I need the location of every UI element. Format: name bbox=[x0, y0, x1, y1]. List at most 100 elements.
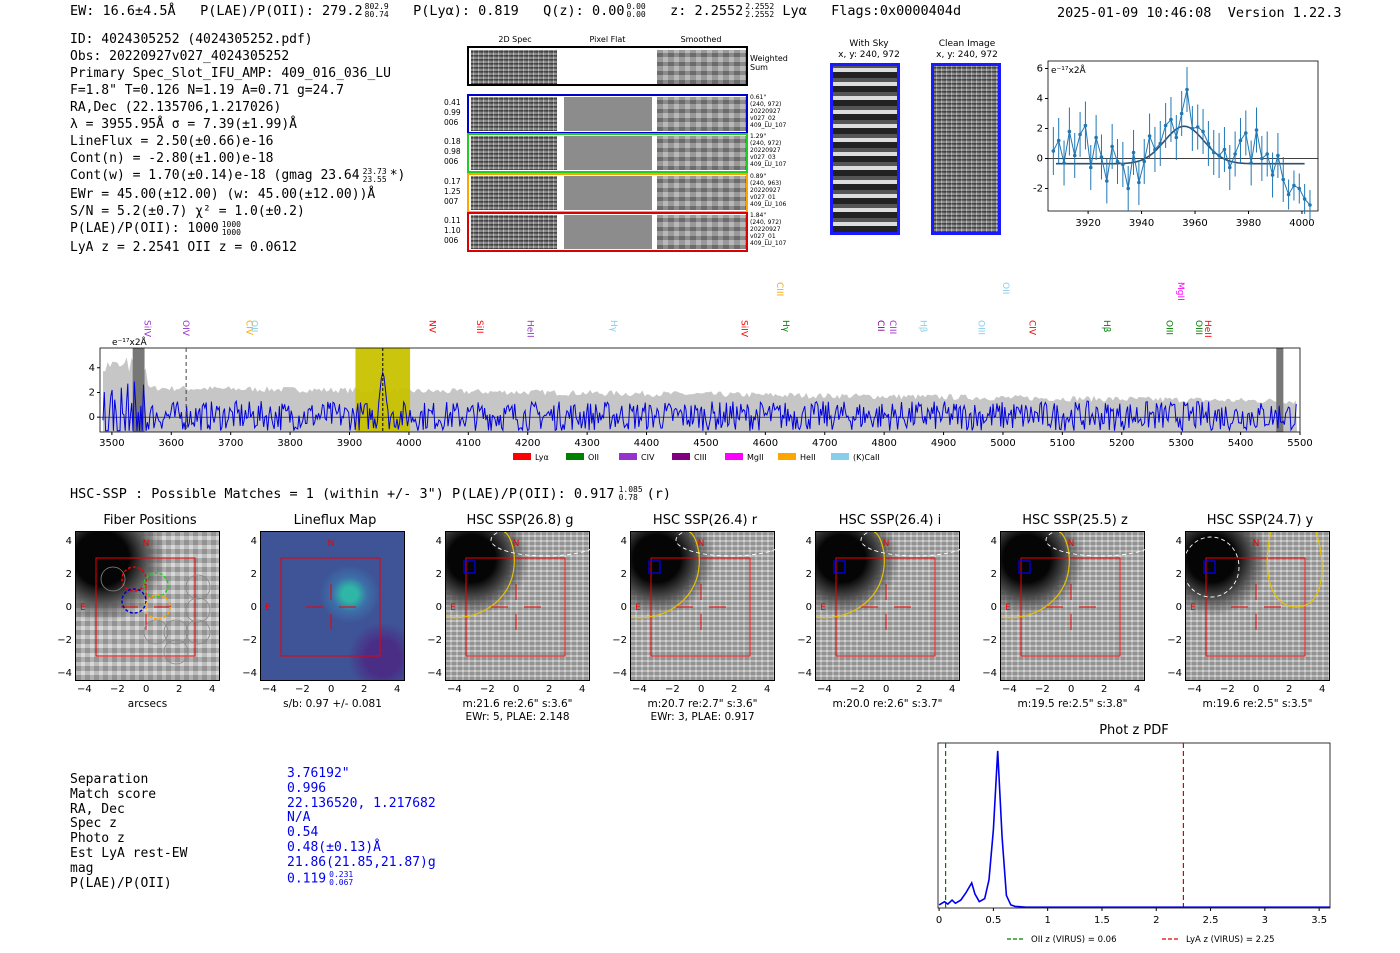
cutout-overlay: NE bbox=[446, 532, 591, 657]
spec2d-header-pixelflat: Pixel Flat bbox=[589, 35, 626, 44]
zoom-data-point bbox=[1142, 159, 1147, 164]
cutout-title: HSC SSP(26.4) r bbox=[652, 513, 758, 528]
info-sn: S/N = 5.2(±0.7) χ² = 1.0(±0.2) bbox=[70, 204, 305, 219]
header-z-hi: 2.2552 bbox=[745, 2, 775, 11]
spec2d-row-smoothed bbox=[657, 215, 746, 249]
spec2d-row-right-label: 409_LU_107 bbox=[750, 122, 787, 129]
photz-legend-label: LyA z (VIRUS) = 2.25 bbox=[1186, 935, 1275, 945]
match-plae-bounds: 0.231 0.067 bbox=[329, 870, 353, 887]
emission-line-label: NV bbox=[427, 320, 437, 334]
cutout-xtick-label: −2 bbox=[1220, 684, 1235, 695]
cutout-xtick-label: 0 bbox=[143, 684, 150, 695]
spec2d-row-left-labels: 0.18 0.98 006 bbox=[444, 137, 466, 167]
header-plae-hi: 802.9 bbox=[364, 2, 389, 11]
zoom-data-point bbox=[1227, 165, 1232, 170]
cutout-ytick-label: 4 bbox=[990, 536, 997, 547]
full-ytick-label: 2 bbox=[89, 387, 95, 398]
cutout-caption: arcsecs bbox=[127, 698, 168, 710]
match-label: Match score bbox=[70, 786, 157, 802]
full-error-envelope bbox=[102, 356, 1298, 432]
zoom-data-point bbox=[1147, 134, 1152, 138]
legend-label: OII bbox=[588, 453, 599, 462]
emission-line-label: SiII bbox=[474, 320, 484, 334]
zoom-ytick-label: 2 bbox=[1037, 124, 1043, 135]
cutout-xtick-label: 4 bbox=[1319, 684, 1326, 695]
match-label: P(LAE)/P(OII) bbox=[70, 875, 172, 891]
header-qz: Q(z): 0.00 bbox=[543, 3, 625, 19]
match-label: Separation bbox=[70, 772, 149, 787]
cutout-xtick-label: 4 bbox=[394, 684, 401, 695]
full-xtick-label: 4800 bbox=[871, 438, 896, 449]
cutout-ytick-label: 2 bbox=[990, 569, 997, 580]
zoom-data-point bbox=[1260, 156, 1264, 161]
zoom-ytick-label: 4 bbox=[1037, 94, 1043, 105]
catalog-ellipse-dashed bbox=[860, 532, 961, 557]
full-xtick-label: 3500 bbox=[99, 438, 124, 449]
spec2d-row-left-label: 006 bbox=[444, 157, 459, 166]
spec2d-header-smoothed: Smoothed bbox=[680, 35, 722, 44]
weighted-sum-panel bbox=[467, 46, 748, 86]
spec2d-row-pixelflat bbox=[564, 97, 652, 131]
photz-legend-label: OII z (VIRUS) = 0.06 bbox=[1031, 935, 1117, 945]
emission-line-label: SiIV bbox=[739, 320, 749, 338]
spec2d-row-right-label: v027_01 bbox=[750, 194, 776, 201]
photz-xtick-label: 3 bbox=[1262, 915, 1268, 926]
cutout-ytick-label: −4 bbox=[982, 668, 997, 679]
spec2d-row-2dspec bbox=[471, 176, 557, 210]
zoom-data-point bbox=[1185, 87, 1189, 92]
hsc-title-end: (r) bbox=[646, 486, 672, 502]
cutout-caption-2: EWr: 3, PLAE: 0.917 bbox=[650, 711, 755, 723]
zoom-data-point bbox=[1201, 129, 1205, 134]
match-label: Photo z bbox=[70, 831, 125, 847]
cutout-ytick-label: 0 bbox=[990, 602, 997, 613]
cutout-xtick-label: −2 bbox=[665, 684, 680, 695]
zoom-units-label: e⁻¹⁷x2Å bbox=[1051, 64, 1087, 76]
cutout-yaxis: 4 2 0 −2 −4 bbox=[55, 531, 75, 681]
cutout-xtick-label: 2 bbox=[1286, 684, 1293, 695]
zoom-data-point bbox=[1254, 128, 1259, 132]
compass-north: N bbox=[1253, 539, 1260, 549]
full-spectrum-chart: 0 2 4 3500 3600 3700 3800 3900 4000 4100 4200 4300 4… bbox=[89, 282, 1313, 462]
cutout-xtick-label: 2 bbox=[546, 684, 553, 695]
full-xtick-label: 5300 bbox=[1168, 438, 1193, 449]
legend-swatch bbox=[725, 453, 743, 460]
fiber-circle-other bbox=[100, 566, 126, 592]
compass-north: N bbox=[1068, 539, 1075, 549]
cutout-ytick-label: 0 bbox=[620, 602, 627, 613]
cutout-title: Lineflux Map bbox=[293, 513, 377, 528]
spec2d-row-smoothed bbox=[657, 176, 746, 210]
spec2d-row-right-labels: 1.29" (240, 972) 20220927 v027_03 409_LU_107 bbox=[750, 133, 810, 168]
match-value: 3.76192" bbox=[287, 766, 350, 781]
zoom-data-point bbox=[1265, 152, 1270, 156]
spec2d-row-smoothed bbox=[657, 136, 746, 170]
catalog-ellipse bbox=[1001, 532, 1070, 619]
catalog-ellipse bbox=[631, 532, 700, 619]
spec2d-row-pixelflat bbox=[564, 136, 652, 170]
catalog-ellipse bbox=[1266, 532, 1323, 608]
emission-line-label: CIV bbox=[244, 320, 254, 336]
zoom-data-point bbox=[1195, 125, 1200, 129]
full-masked-region-right bbox=[1276, 348, 1284, 432]
spec2d-row bbox=[467, 94, 748, 134]
info-plae-text: P(LAE)/P(OII): 1000 bbox=[70, 221, 219, 236]
aperture-box bbox=[835, 557, 936, 657]
compass-east: E bbox=[820, 603, 826, 613]
zoom-data-point bbox=[1163, 123, 1168, 128]
cutout-xtick-label: −2 bbox=[480, 684, 495, 695]
cutout-ytick-label: 4 bbox=[805, 536, 812, 547]
fiber-circle-other bbox=[185, 597, 211, 623]
compass-north: N bbox=[328, 539, 335, 549]
compass-east: E bbox=[635, 603, 641, 613]
full-xtick-label: 4500 bbox=[693, 438, 718, 449]
full-xtick-label: 4200 bbox=[515, 438, 540, 449]
zoom-data-point bbox=[1083, 123, 1088, 128]
clean-image-title: Clean Image bbox=[938, 39, 996, 49]
full-xtick-label: 5400 bbox=[1228, 438, 1253, 449]
cutout-xtick-label: 4 bbox=[949, 684, 956, 695]
spec2d-row-left-label: 0.18 bbox=[444, 137, 461, 146]
aperture-box bbox=[650, 557, 751, 657]
emission-line-label: OIII bbox=[976, 320, 986, 335]
cutout-xtick-label: 0 bbox=[883, 684, 890, 695]
match-label: RA, Dec bbox=[70, 801, 125, 817]
